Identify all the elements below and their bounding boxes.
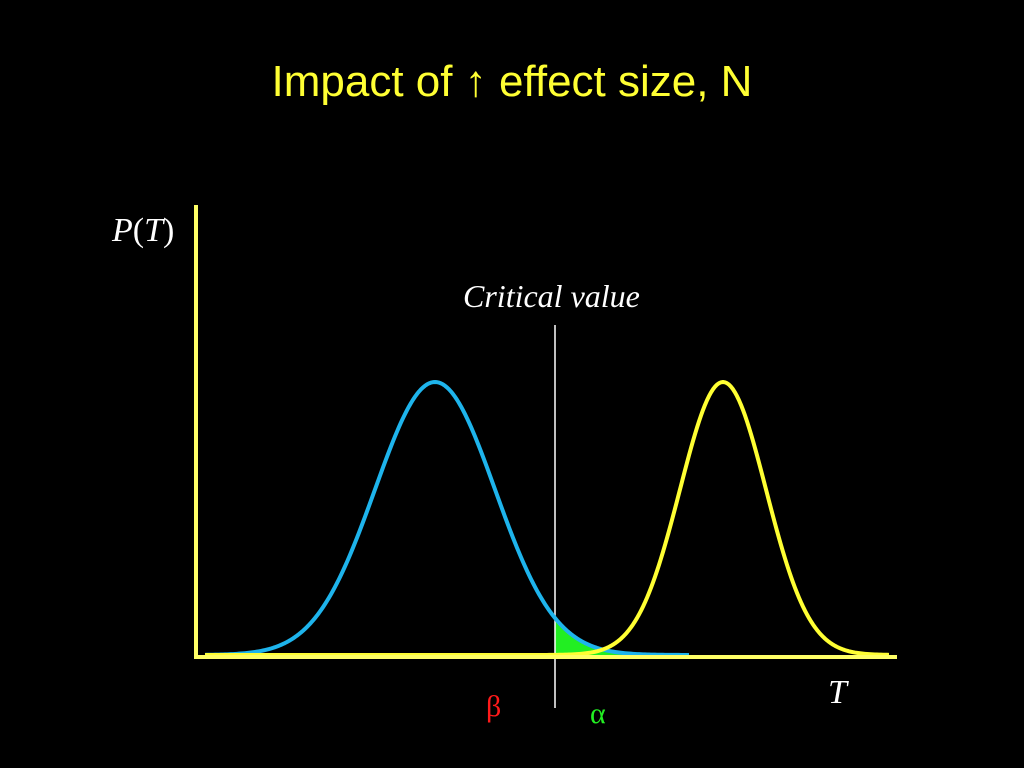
beta-label: β [486, 690, 502, 723]
title-suffix: effect size, N [486, 57, 753, 106]
alt-distribution-curve [205, 380, 890, 657]
x-axis-label: T [828, 674, 847, 711]
up-arrow-icon: ↑ [464, 57, 487, 106]
slide-title: Impact of ↑ effect size, N [0, 52, 1024, 112]
title-prefix: Impact of [271, 57, 465, 106]
y-axis-label: P(T) [112, 212, 175, 249]
alpha-label: α [590, 697, 606, 730]
null-distribution-curve [204, 380, 689, 657]
critical-value-label: Critical value [463, 278, 640, 314]
